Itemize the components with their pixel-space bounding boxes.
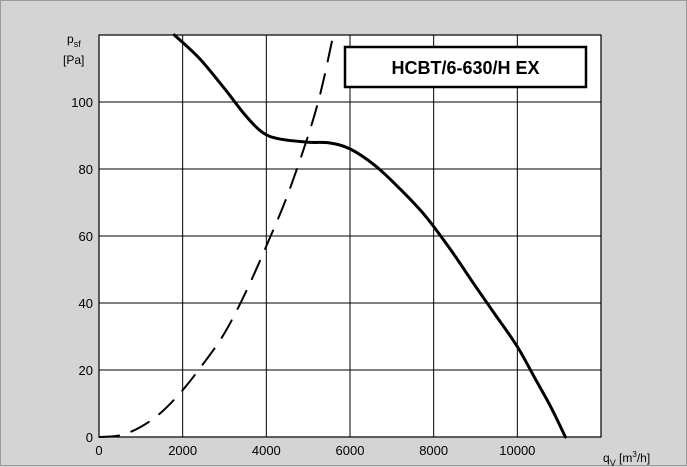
y-tick-label: 60 xyxy=(79,229,93,244)
y-tick-label: 100 xyxy=(71,95,93,110)
fan-pressure-curve xyxy=(172,33,567,439)
grid-lines xyxy=(99,35,601,437)
x-tick-label: 2000 xyxy=(168,443,197,458)
curves xyxy=(99,33,567,439)
x-tick-label: 6000 xyxy=(336,443,365,458)
y-axis-unit: [Pa] xyxy=(63,53,84,67)
y-tick-label: 80 xyxy=(79,162,93,177)
y-tick-label: 40 xyxy=(79,296,93,311)
model-title: HCBT/6-630/H EX xyxy=(391,58,539,78)
system-curve-dashed xyxy=(99,34,335,438)
y-tick-label: 20 xyxy=(79,363,93,378)
x-tick-label: 4000 xyxy=(252,443,281,458)
y-tick-labels: 0 20 40 60 80 100 xyxy=(71,95,93,445)
x-axis-label: qV [m3/h] xyxy=(603,450,650,467)
x-tick-label: 8000 xyxy=(419,443,448,458)
x-tick-label: 10000 xyxy=(499,443,535,458)
y-tick-label: 0 xyxy=(86,430,93,445)
model-title-box xyxy=(343,45,588,89)
y-axis-label: psf xyxy=(67,32,81,49)
x-tick-label: 0 xyxy=(95,443,102,458)
x-tick-labels: 0 2000 4000 6000 8000 10000 xyxy=(95,443,535,458)
